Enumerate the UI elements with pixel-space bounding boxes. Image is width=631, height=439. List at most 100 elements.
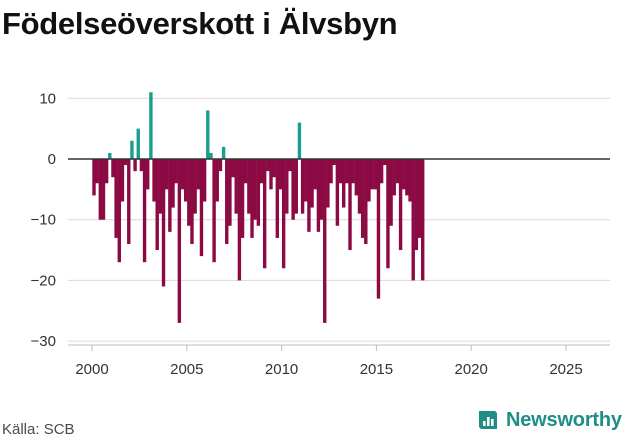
bar xyxy=(95,159,99,184)
bar xyxy=(360,159,365,238)
bar xyxy=(386,159,390,269)
bar xyxy=(354,159,359,196)
bar xyxy=(319,159,324,220)
bar xyxy=(348,159,352,251)
x-tick-label: 2000 xyxy=(75,361,108,378)
bar xyxy=(338,159,343,184)
y-tick-label: 0 xyxy=(48,151,56,168)
bar xyxy=(130,140,134,159)
bar xyxy=(285,159,289,214)
newsworthy-brand[interactable]: Newsworthy xyxy=(476,408,622,432)
x-tick-label: 2005 xyxy=(170,361,203,378)
bar xyxy=(259,159,264,184)
bar xyxy=(323,159,327,323)
bar xyxy=(133,159,137,172)
bar xyxy=(225,159,229,244)
bar xyxy=(269,159,273,190)
bar xyxy=(332,159,336,166)
bar xyxy=(367,159,371,202)
bar xyxy=(139,159,144,172)
bar xyxy=(262,159,267,269)
bar xyxy=(120,159,125,202)
bar xyxy=(345,159,349,184)
bar xyxy=(278,159,283,190)
bar xyxy=(92,159,96,196)
bar xyxy=(392,159,396,196)
bar xyxy=(247,159,251,214)
bar xyxy=(190,159,194,244)
bar xyxy=(288,159,292,172)
bar xyxy=(256,159,261,226)
bar xyxy=(152,159,156,202)
bar xyxy=(142,159,147,263)
bar xyxy=(164,159,169,190)
bar xyxy=(417,159,422,238)
bar xyxy=(193,159,197,214)
bar xyxy=(240,159,245,238)
bar xyxy=(127,159,131,244)
bar xyxy=(370,159,374,190)
bar xyxy=(136,128,140,159)
bar xyxy=(212,159,216,263)
bar xyxy=(187,159,191,226)
bar xyxy=(174,159,178,184)
bar xyxy=(414,159,419,251)
bar xyxy=(357,159,362,214)
bar xyxy=(218,159,223,172)
bar xyxy=(389,159,393,226)
bar xyxy=(199,159,204,257)
bar xyxy=(294,159,298,214)
x-tick-label: 2025 xyxy=(549,361,582,378)
bar xyxy=(215,159,219,202)
bar xyxy=(411,159,415,281)
bar xyxy=(304,159,308,202)
bar xyxy=(297,122,302,159)
bar xyxy=(146,159,150,190)
axes: 10 0 −10 −20 −30 2000 2005 2010 2015 2020 2025 xyxy=(31,90,610,378)
bar xyxy=(335,159,340,226)
bar xyxy=(364,159,368,244)
newsworthy-logo-icon xyxy=(479,411,497,429)
bar xyxy=(341,159,346,208)
bar xyxy=(307,159,311,232)
y-tick-label: −30 xyxy=(31,333,56,350)
bar xyxy=(202,159,207,202)
bar xyxy=(395,159,400,184)
bar xyxy=(209,152,213,159)
bar xyxy=(310,159,314,208)
bar xyxy=(101,159,106,220)
bar xyxy=(168,159,172,232)
bar xyxy=(421,159,425,281)
bar xyxy=(316,159,321,232)
brand-name: Newsworthy xyxy=(506,408,622,431)
x-tick-label: 2010 xyxy=(265,361,298,378)
bar xyxy=(108,152,112,159)
bars xyxy=(92,92,425,323)
bar xyxy=(123,159,128,166)
bar xyxy=(177,159,182,323)
bar xyxy=(237,159,242,281)
bar xyxy=(376,159,381,299)
bar xyxy=(383,159,387,166)
bar xyxy=(149,92,153,159)
bar xyxy=(117,159,121,263)
bar xyxy=(408,159,412,202)
bar xyxy=(158,159,163,214)
bar xyxy=(228,159,232,226)
bar xyxy=(326,159,330,208)
y-tick-label: −10 xyxy=(31,212,56,229)
y-tick-label: 10 xyxy=(39,90,56,107)
bar xyxy=(221,146,226,159)
bar xyxy=(244,159,248,184)
bar xyxy=(398,159,403,251)
bar xyxy=(111,159,115,178)
bar xyxy=(253,159,257,220)
bar xyxy=(266,159,270,172)
bar xyxy=(300,159,305,214)
bar xyxy=(155,159,159,251)
bar xyxy=(206,110,210,159)
bar xyxy=(234,159,238,214)
bar xyxy=(373,159,377,190)
bar xyxy=(313,159,317,190)
